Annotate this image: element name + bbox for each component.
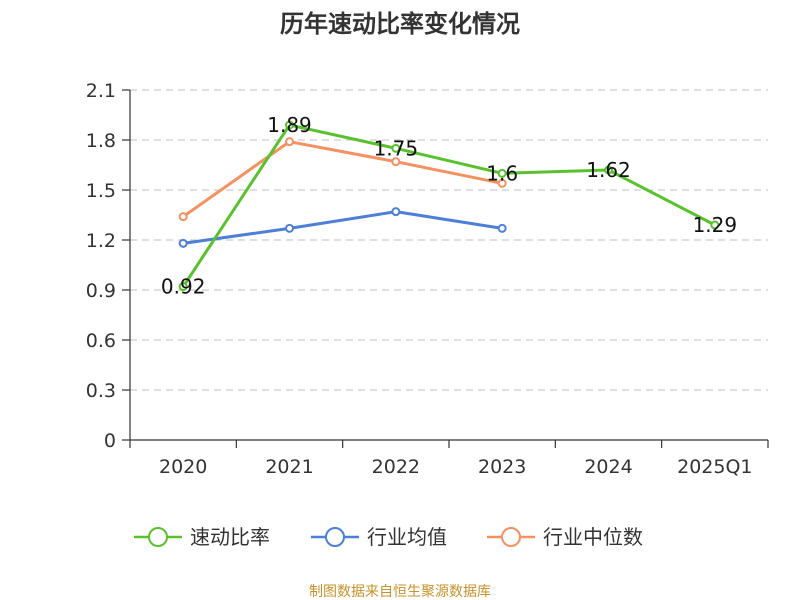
data-point xyxy=(285,137,294,147)
legend-item[interactable]: 行业均值 xyxy=(311,525,447,549)
data-label: 1.6 xyxy=(486,161,518,185)
data-label: 1.29 xyxy=(693,213,738,237)
y-tick-label: 0.6 xyxy=(86,330,116,352)
x-tick-label: 2025Q1 xyxy=(677,456,752,478)
legend-label: 速动比率 xyxy=(190,525,270,549)
series-line xyxy=(182,210,503,245)
series-line xyxy=(181,123,716,288)
data-point xyxy=(497,168,507,178)
grid-lines xyxy=(130,89,768,391)
series-line xyxy=(182,140,503,218)
data-label: 0.92 xyxy=(161,275,206,299)
legend-label: 行业均值 xyxy=(367,525,447,549)
source-note: 制图数据来自恒生聚源数据库 xyxy=(309,584,491,600)
data-point xyxy=(391,143,401,153)
data-point xyxy=(178,282,188,292)
axes: 0 0.3 0.6 0.9 1.2 1.5 1.8 2.1 2020 2021 2022 2023 20… xyxy=(86,80,769,478)
data-label: 1.62 xyxy=(586,158,631,182)
data-point xyxy=(497,223,507,233)
y-tick-label: 1.2 xyxy=(86,230,116,252)
legend-item[interactable]: 速动比率 xyxy=(134,525,270,549)
data-point xyxy=(178,212,188,222)
y-tick-label: 0 xyxy=(104,430,116,452)
data-point xyxy=(391,207,401,217)
legend-label: 行业中位数 xyxy=(543,525,643,549)
data-point xyxy=(285,223,294,233)
series-points xyxy=(178,120,720,292)
legend-marker-circle xyxy=(325,527,345,547)
data-point xyxy=(604,165,613,175)
data-point xyxy=(391,157,401,167)
x-tick-label: 2023 xyxy=(478,456,526,478)
data-label: 1.75 xyxy=(374,136,419,160)
y-tick-label: 2.1 xyxy=(86,80,116,102)
data-label: 1.89 xyxy=(267,113,312,137)
series-lines xyxy=(181,123,716,288)
y-tick-label: 1.8 xyxy=(86,130,116,152)
legend-marker-circle xyxy=(501,527,521,547)
x-tick-label: 2024 xyxy=(584,456,632,478)
x-tick-label: 2021 xyxy=(265,456,313,478)
data-labels: 0.92 1.89 1.75 1.6 1.62 1.29 xyxy=(161,113,737,299)
y-tick-label: 1.5 xyxy=(86,180,116,202)
data-point xyxy=(178,238,188,248)
y-tick-label: 0.3 xyxy=(86,380,116,402)
x-tick-label: 2020 xyxy=(159,456,207,478)
data-point xyxy=(710,220,720,230)
legend[interactable]: 速动比率 行业均值 行业中位数 xyxy=(134,525,643,549)
data-point xyxy=(285,120,294,130)
data-point xyxy=(497,178,507,188)
chart-title: 历年速动比率变化情况 xyxy=(280,10,520,38)
legend-item[interactable]: 行业中位数 xyxy=(487,525,643,549)
y-tick-label: 0.9 xyxy=(86,280,116,302)
legend-marker-circle xyxy=(148,527,168,547)
x-tick-label: 2022 xyxy=(372,456,420,478)
